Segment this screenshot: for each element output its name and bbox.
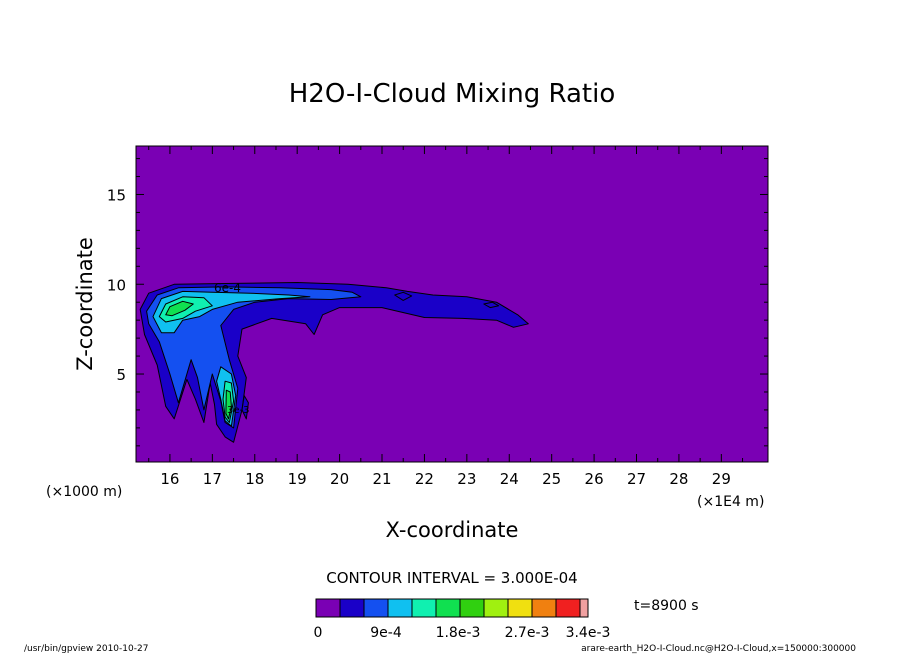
x-tick-label: 21 <box>372 470 391 488</box>
colorbar-swatch <box>387 598 413 618</box>
contour-regions <box>139 282 529 443</box>
colorbar-label-1: 9e-4 <box>370 625 402 641</box>
x-tick-label: 18 <box>245 470 264 488</box>
contour-labels: 6e-4 3e-3 <box>214 281 250 416</box>
y-axis-label: Z-coordinate <box>73 237 97 371</box>
colorbar-label-0: 0 <box>314 625 323 641</box>
plot-frame <box>135 145 769 463</box>
y-unit-label: (×1000 m) <box>46 484 122 500</box>
colorbar-label-2: 1.8e-3 <box>436 625 481 641</box>
colorbar-swatch <box>483 598 509 618</box>
contour-label-6e-4: 6e-4 <box>214 281 241 295</box>
contour-region-dark-blob-1 <box>394 291 413 301</box>
x-axis-label: X-coordinate <box>386 518 519 542</box>
x-tick-label: 25 <box>542 470 561 488</box>
colorbar-swatch <box>315 598 341 618</box>
x-tick-label: 19 <box>288 470 307 488</box>
colorbar-swatch <box>555 598 581 618</box>
colorbar-swatch <box>411 598 437 618</box>
footer-left: /usr/bin/gpview 2010-10-27 <box>24 644 148 654</box>
colorbar-label-3: 2.7e-3 <box>505 625 550 641</box>
chart-title: H2O-I-Cloud Mixing Ratio <box>289 79 616 109</box>
colorbar-swatch <box>531 598 557 618</box>
x-tick-label: 24 <box>500 470 519 488</box>
x-tick-label: 22 <box>415 470 434 488</box>
colorbar-label-4: 3.4e-3 <box>566 625 611 641</box>
contour-region-dark-blob-3 <box>241 395 249 420</box>
colorbar <box>315 598 589 618</box>
colorbar-swatch <box>363 598 389 618</box>
x-tick-label: 27 <box>627 470 646 488</box>
y-tick-label: 5 <box>116 366 126 384</box>
x-tick-label: 17 <box>203 470 222 488</box>
x-tick-label: 29 <box>712 470 731 488</box>
contour-region-level-2 <box>146 286 362 429</box>
contour-region-level-5 <box>165 300 194 317</box>
time-label: t=8900 s <box>634 598 699 614</box>
contour-region-level-1 <box>139 282 529 443</box>
contour-label-3e-3: 3e-3 <box>227 405 250 416</box>
colorbar-swatch <box>507 598 533 618</box>
colorbar-swatch <box>459 598 485 618</box>
contour-interval: CONTOUR INTERVAL = 3.000E-04 <box>326 569 577 587</box>
y-tick-label: 10 <box>107 276 126 294</box>
x-tick-label: 28 <box>669 470 688 488</box>
y-tick-label: 15 <box>107 186 126 204</box>
x-tick-label: 23 <box>457 470 476 488</box>
x-axis-ticks: 16 17 18 19 20 21 22 23 24 25 26 27 28 29 <box>148 146 744 488</box>
colorbar-labels: 0 9e-4 1.8e-3 2.7e-3 3.4e-3 <box>314 625 611 641</box>
colorbar-swatch <box>579 598 589 618</box>
x-tick-label: 16 <box>160 470 179 488</box>
y-axis-ticks: 5 10 15 <box>107 158 768 447</box>
x-unit-label: (×1E4 m) <box>697 494 764 510</box>
contour-region-level-5b <box>225 389 232 420</box>
contour-region-dark-blob-2 <box>483 301 500 309</box>
x-tick-label: 26 <box>585 470 604 488</box>
colorbar-swatch <box>339 598 365 618</box>
footer-right: arare-earth_H2O-I-Cloud.nc@H2O-I-Cloud,x… <box>581 644 856 654</box>
colorbar-swatch <box>435 598 461 618</box>
x-tick-label: 20 <box>330 470 349 488</box>
